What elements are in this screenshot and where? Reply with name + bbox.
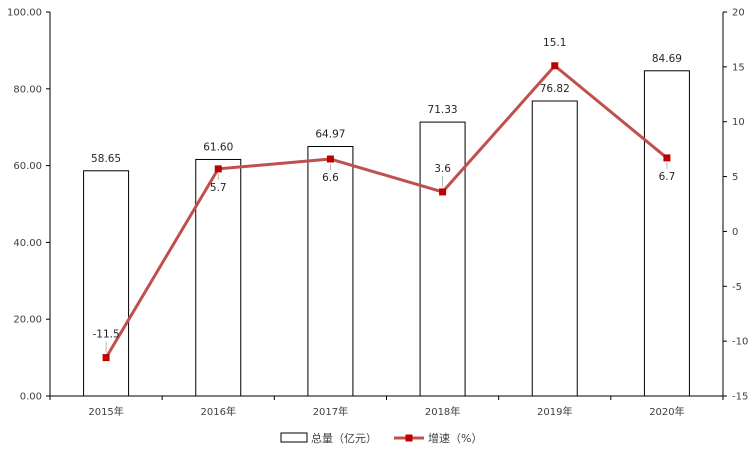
growth-value-label: 6.6 <box>322 172 339 184</box>
growth-line <box>104 64 668 359</box>
bar-value-label: 58.65 <box>91 153 121 165</box>
left-tick-label: 100.00 <box>7 8 42 19</box>
x-tick-label: 2020年 <box>649 405 684 418</box>
bar-series-total <box>83 70 690 397</box>
left-tick-label: 60.00 <box>13 161 42 172</box>
bar <box>643 70 690 397</box>
left-tick-label: 0.00 <box>20 392 42 403</box>
growth-marker <box>102 354 110 362</box>
x-tick-label: 2018年 <box>425 405 460 418</box>
legend-bar-swatch <box>280 432 308 443</box>
growth-marker <box>551 62 559 70</box>
growth-value-label: 5.7 <box>210 182 227 194</box>
right-tick-label: 0 <box>732 227 738 238</box>
left-y-axis: 0.00 20.00 40.00 60.00 80.00 100.00 <box>7 8 51 403</box>
left-tick-label: 20.00 <box>13 315 42 326</box>
legend: 总量（亿元） 增速（%） <box>280 431 482 445</box>
x-tick-label: 2019年 <box>537 405 572 418</box>
left-tick-label: 40.00 <box>13 238 42 249</box>
line-series-growth <box>102 62 671 362</box>
data-labels: 58.65 61.60 64.97 71.33 76.82 84.69 -11.5 5.7 6.… <box>91 37 682 353</box>
right-y-axis: -15 -10 -5 0 5 10 15 20 <box>722 8 748 403</box>
x-tick-label: 2016年 <box>201 405 236 418</box>
growth-value-label: 15.1 <box>543 37 566 49</box>
right-tick-label: -5 <box>732 282 742 293</box>
bar-value-label: 61.60 <box>203 141 233 153</box>
left-tick-label: 80.00 <box>13 84 42 95</box>
legend-line-marker <box>405 434 413 442</box>
bar-value-label: 84.69 <box>652 53 682 65</box>
right-tick-label: 15 <box>732 62 745 73</box>
growth-marker <box>439 188 447 196</box>
bar-value-label: 76.82 <box>540 83 570 95</box>
bar-value-label: 71.33 <box>428 104 458 116</box>
bar <box>531 100 578 397</box>
bar-value-label: 64.97 <box>315 129 345 141</box>
growth-marker <box>326 155 334 163</box>
legend-bar-label: 总量（亿元） <box>311 431 377 445</box>
right-tick-label: 10 <box>732 117 745 128</box>
bar <box>83 170 130 397</box>
right-tick-label: -15 <box>732 392 748 403</box>
right-tick-label: 5 <box>732 172 738 183</box>
right-tick-label: 20 <box>732 8 745 19</box>
growth-marker <box>214 165 222 173</box>
x-tick-label: 2017年 <box>313 405 348 418</box>
growth-value-label: 3.6 <box>434 163 451 175</box>
x-tick-label: 2015年 <box>88 405 123 418</box>
legend-line-label: 增速（%） <box>428 431 482 445</box>
growth-value-label: -11.5 <box>92 329 119 341</box>
growth-marker <box>663 154 671 162</box>
x-axis: 2015年 2016年 2017年 2018年 2019年 2020年 <box>49 395 724 418</box>
growth-value-label: 6.7 <box>659 171 676 183</box>
right-tick-label: -10 <box>732 337 748 348</box>
